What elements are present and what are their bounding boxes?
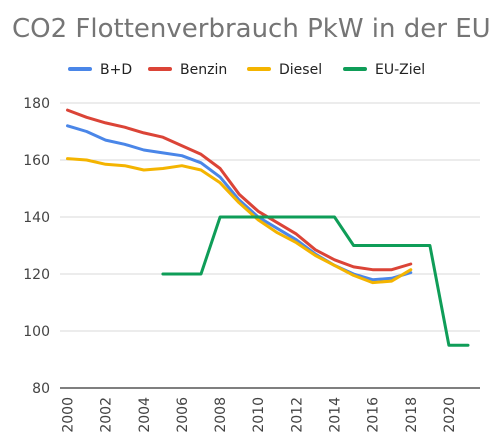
legend-label: B+D [100,62,132,78]
x-tick-label: 2002 [99,397,115,433]
x-axis-ticks: 2000 2002 2004 2006 2008 2010 2012 2014 2016 2018… [61,397,458,433]
legend-label: EU-Ziel [375,62,425,78]
x-tick-label: 2012 [289,397,305,433]
x-tick-label: 2004 [137,397,153,433]
y-tick-label: 180 [23,96,50,112]
series-line-diesel [66,157,413,285]
x-tick-label: 2000 [61,397,77,433]
x-tick-label: 2010 [251,397,267,433]
y-tick-label: 120 [23,267,50,283]
x-tick-label: 2014 [328,397,344,433]
y-axis-ticks: 80 100 120 140 160 180 [23,96,50,397]
legend-label: Diesel [279,62,322,78]
chart-title: CO2 Flottenverbrauch PkW in der EU [12,14,491,44]
x-tick-label: 2006 [175,397,191,433]
x-tick-label: 2018 [404,397,420,433]
series-line-benzin [66,108,413,272]
y-tick-label: 100 [23,324,50,340]
x-tick-label: 2020 [442,397,458,433]
y-tick-label: 140 [23,210,50,226]
legend-label: Benzin [180,62,227,78]
y-tick-label: 160 [23,153,50,169]
series-line-eu-ziel [161,215,470,347]
x-tick-label: 2016 [366,397,382,433]
legend: B+D Benzin Diesel EU-Ziel [68,62,425,78]
x-tick-label: 2008 [213,397,229,433]
y-tick-label: 80 [32,381,50,397]
series-lines [66,108,470,347]
